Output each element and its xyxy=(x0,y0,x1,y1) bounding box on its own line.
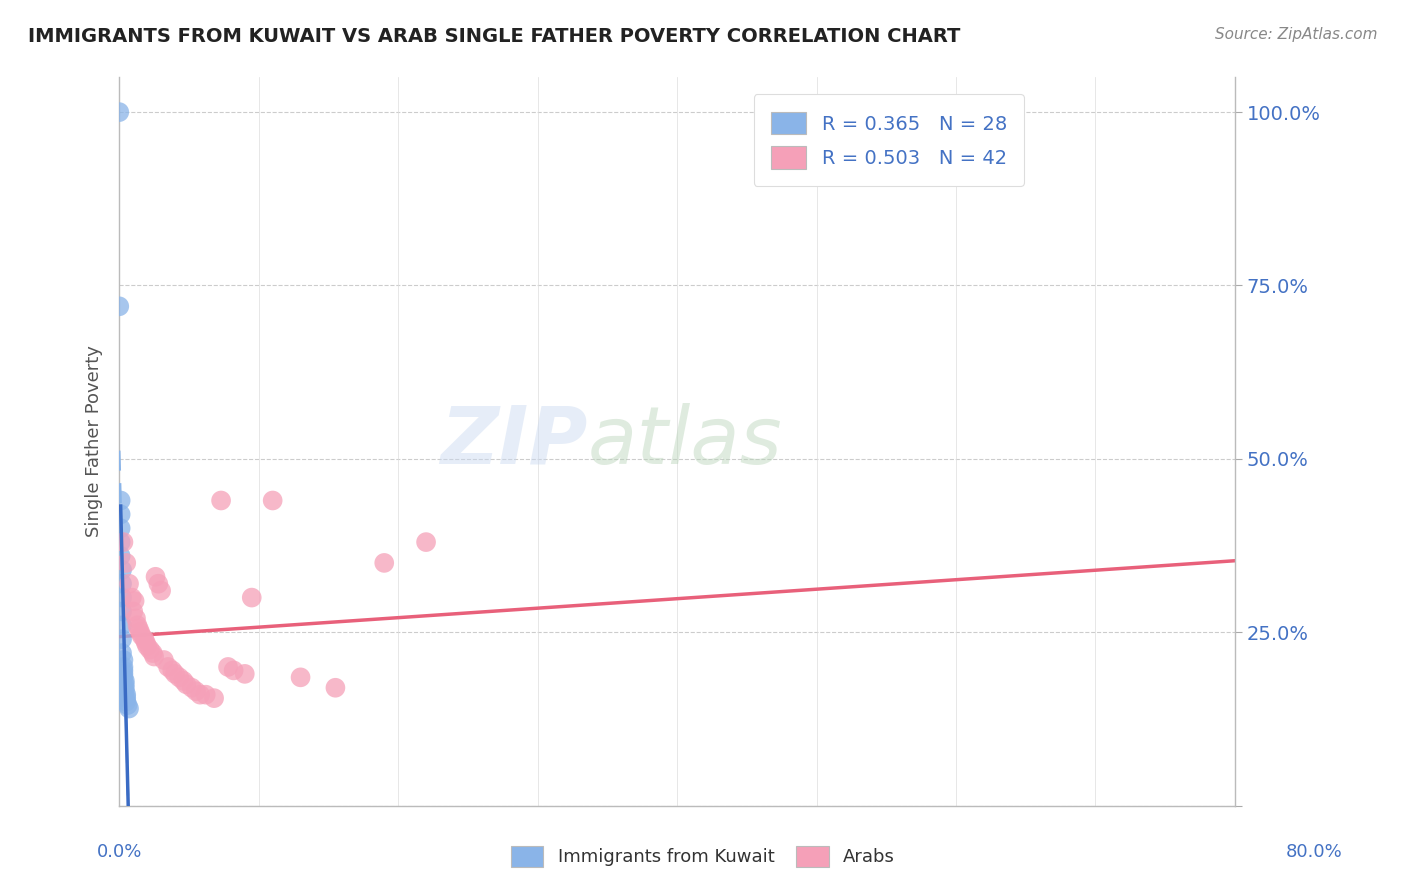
Point xyxy=(129,625,152,640)
Point xyxy=(262,493,284,508)
Point xyxy=(325,681,347,695)
Point xyxy=(373,556,395,570)
Point xyxy=(112,666,135,681)
Point xyxy=(217,660,239,674)
Point xyxy=(111,604,134,618)
Text: IMMIGRANTS FROM KUWAIT VS ARAB SINGLE FATHER POVERTY CORRELATION CHART: IMMIGRANTS FROM KUWAIT VS ARAB SINGLE FA… xyxy=(28,27,960,45)
Point xyxy=(112,670,135,684)
Point xyxy=(114,681,136,695)
Point xyxy=(112,660,135,674)
Point xyxy=(131,629,153,643)
Text: Source: ZipAtlas.com: Source: ZipAtlas.com xyxy=(1215,27,1378,42)
Point xyxy=(202,691,225,706)
Point xyxy=(136,639,159,653)
Point xyxy=(111,618,134,632)
Point xyxy=(122,604,145,618)
Point xyxy=(110,521,132,535)
Point xyxy=(108,299,131,313)
Point xyxy=(180,681,202,695)
Point xyxy=(115,695,138,709)
Point xyxy=(135,635,157,649)
Point xyxy=(184,684,207,698)
Legend: Immigrants from Kuwait, Arabs: Immigrants from Kuwait, Arabs xyxy=(503,838,903,874)
Point xyxy=(111,646,134,660)
Point xyxy=(117,698,139,712)
Point xyxy=(115,556,138,570)
Point xyxy=(148,576,170,591)
Point xyxy=(172,673,194,688)
Point xyxy=(165,666,187,681)
Point xyxy=(110,549,132,563)
Point xyxy=(415,535,437,549)
Point xyxy=(114,684,136,698)
Point xyxy=(139,642,162,657)
Point xyxy=(115,691,138,706)
Point xyxy=(110,535,132,549)
Point xyxy=(240,591,263,605)
Text: atlas: atlas xyxy=(588,402,783,481)
Point xyxy=(112,664,135,678)
Point xyxy=(145,570,167,584)
Point xyxy=(111,563,134,577)
Point xyxy=(110,493,132,508)
Point xyxy=(121,591,143,605)
Point xyxy=(112,535,135,549)
Text: 80.0%: 80.0% xyxy=(1286,843,1343,861)
Point xyxy=(118,576,141,591)
Point xyxy=(111,576,134,591)
Point xyxy=(153,653,176,667)
Text: ZIP: ZIP xyxy=(440,402,588,481)
Point xyxy=(124,594,146,608)
Point xyxy=(108,105,131,120)
Y-axis label: Single Father Poverty: Single Father Poverty xyxy=(86,345,103,538)
Point xyxy=(194,688,217,702)
Point xyxy=(142,646,165,660)
Point xyxy=(162,664,184,678)
Point xyxy=(112,653,135,667)
Point xyxy=(128,622,150,636)
Point xyxy=(167,670,190,684)
Point xyxy=(174,677,197,691)
Point xyxy=(111,591,134,605)
Point xyxy=(114,673,136,688)
Point xyxy=(188,688,211,702)
Point xyxy=(134,632,156,647)
Point xyxy=(150,583,173,598)
Point xyxy=(125,611,148,625)
Point xyxy=(222,664,245,678)
Point xyxy=(114,677,136,691)
Text: 0.0%: 0.0% xyxy=(97,843,142,861)
Point xyxy=(157,660,180,674)
Legend: R = 0.365   N = 28, R = 0.503   N = 42: R = 0.365 N = 28, R = 0.503 N = 42 xyxy=(754,95,1025,186)
Point xyxy=(110,508,132,522)
Point xyxy=(115,688,138,702)
Point xyxy=(111,632,134,647)
Point xyxy=(118,701,141,715)
Point xyxy=(290,670,312,684)
Point xyxy=(127,618,149,632)
Point xyxy=(233,666,256,681)
Point xyxy=(209,493,232,508)
Point xyxy=(143,649,166,664)
